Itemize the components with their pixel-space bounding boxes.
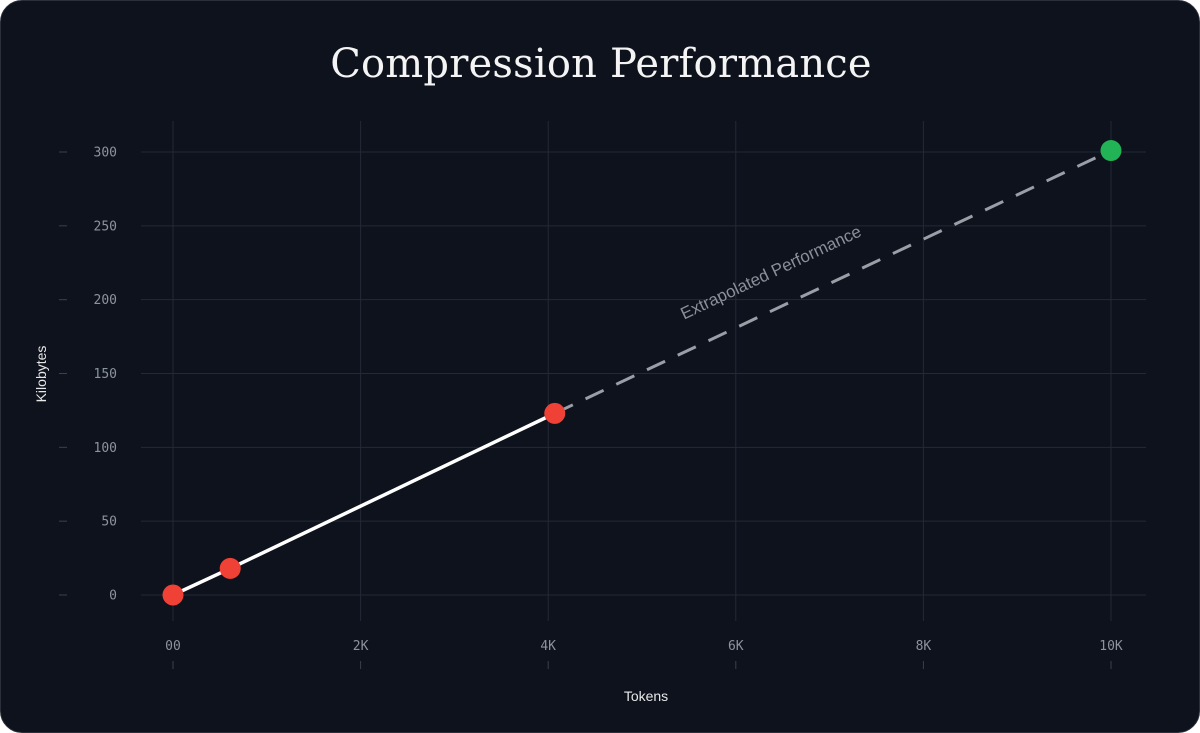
- x-axis-label: Tokens: [624, 688, 668, 704]
- y-tick-label: 100: [94, 441, 117, 456]
- y-tick-label: 50: [101, 515, 117, 530]
- y-tick-label: 200: [94, 293, 117, 308]
- data-point: [219, 557, 241, 579]
- y-tick-label: 250: [94, 219, 117, 234]
- data-point: [162, 584, 184, 606]
- chart-title: Compression Performance: [330, 41, 872, 87]
- x-tick-label: 8K: [916, 639, 932, 654]
- data-point-projected: [1100, 140, 1122, 162]
- x-tick-label: 4K: [540, 639, 556, 654]
- y-tick-label: 0: [109, 589, 117, 604]
- annotation-label: Extrapolated Performance: [678, 222, 865, 324]
- x-tick-label: 2K: [353, 639, 369, 654]
- extrapolated-line: [554, 149, 1112, 415]
- y-axis-label: Kilobytes: [33, 346, 49, 403]
- x-tick-label: 00: [165, 639, 181, 654]
- y-tick-label: 150: [94, 367, 117, 382]
- data-point: [544, 402, 566, 424]
- x-tick-label: 10K: [1099, 639, 1123, 654]
- y-tick-label: 300: [94, 146, 117, 161]
- x-tick-label: 6K: [728, 639, 744, 654]
